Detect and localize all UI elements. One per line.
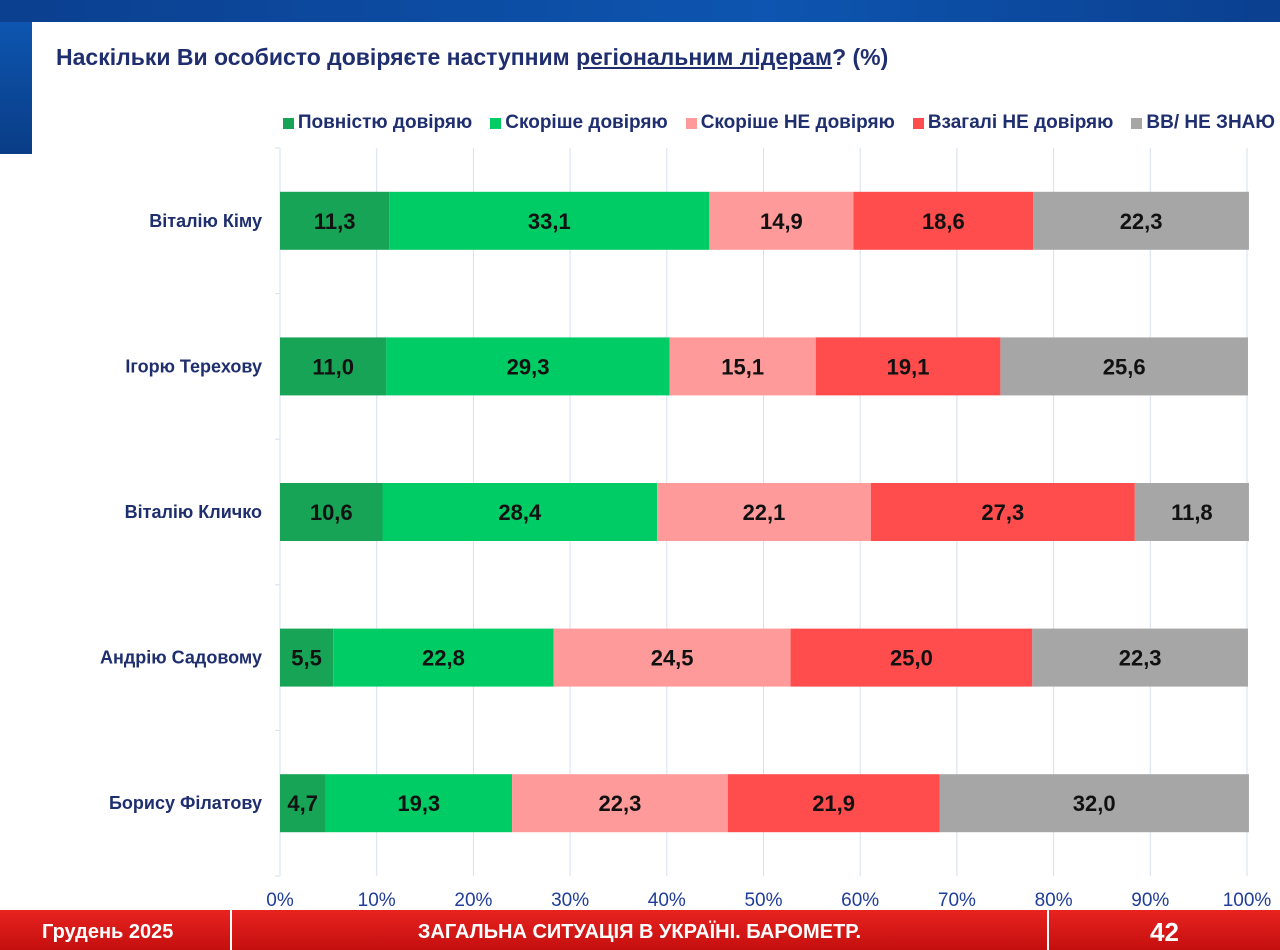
data-label: 19,1 (887, 354, 930, 379)
bar-segment (386, 337, 670, 396)
bar-segment (280, 337, 387, 396)
legend-item: Взагалі НЕ довіряю (912, 112, 1114, 134)
x-tick-label: 60% (841, 890, 879, 910)
category-label: Ігорю Терехову (125, 356, 262, 376)
legend-item: Скоріше довіряю (490, 112, 668, 134)
category-label: Андрію Садовому (100, 648, 262, 668)
data-label: 11,0 (312, 354, 354, 379)
category-label: Віталію Кличко (125, 502, 262, 522)
bar-segment (790, 628, 1033, 687)
data-label: 11,8 (1171, 500, 1213, 525)
data-label: 14,9 (760, 209, 803, 234)
legend-item: ВВ/ НЕ ЗНАЮ (1131, 112, 1275, 134)
data-label: 15,1 (721, 354, 764, 379)
title-prefix: Наскільки Ви особисто довіряєте наступни… (56, 44, 577, 70)
data-label: 25,6 (1103, 354, 1146, 379)
footer-bar: Грудень 2025 ЗАГАЛЬНА СИТУАЦІЯ В УКРАЇНІ… (0, 910, 1280, 950)
footer-divider (230, 910, 232, 950)
bar-segment (709, 191, 854, 250)
legend-item: Скоріше НЕ довіряю (685, 112, 895, 134)
bar-segment (389, 191, 710, 250)
bar-segment (280, 628, 334, 687)
data-label: 4,7 (287, 791, 318, 816)
stacked-bar-chart: 0% 10% 20% 30% 40% 50% 60% 70% 80% 90% 100% Віталію… (100, 147, 1272, 910)
legend-label: Взагалі НЕ довіряю (927, 112, 1114, 133)
data-label: 24,5 (651, 646, 694, 671)
data-label: 29,3 (507, 354, 550, 379)
bar-segment (815, 337, 1001, 396)
bar-segment (553, 628, 791, 687)
legend-swatch (685, 117, 697, 129)
x-tick-label: 20% (454, 890, 492, 910)
x-tick-label: 30% (551, 890, 589, 910)
x-tick-label: 90% (1131, 890, 1169, 910)
data-label: 25,0 (890, 646, 933, 671)
footer-date: Грудень 2025 (42, 921, 174, 943)
bar-segment (382, 483, 658, 541)
data-label: 27,3 (981, 500, 1024, 525)
legend-swatch (282, 117, 294, 129)
bar-segment (1033, 191, 1249, 250)
data-label: 22,3 (1120, 209, 1163, 234)
legend-label: Скоріше довіряю (505, 112, 668, 133)
x-tick-label: 100% (1223, 890, 1272, 910)
data-label: 32,0 (1073, 791, 1116, 816)
data-label: 22,3 (598, 791, 641, 816)
legend-label: ВВ/ НЕ ЗНАЮ (1146, 112, 1275, 133)
data-label: 11,3 (314, 209, 356, 234)
page-title: Наскільки Ви особисто довіряєте наступни… (56, 44, 1236, 71)
x-tick-label: 0% (266, 890, 294, 910)
data-label: 22,3 (1119, 646, 1162, 671)
bar-segment (870, 483, 1135, 541)
x-tick-label: 70% (938, 890, 976, 910)
left-accent-bar (0, 22, 32, 154)
bar-segment (1032, 628, 1248, 687)
page-number: 42 (1150, 917, 1179, 947)
data-label: 28,4 (498, 500, 542, 525)
data-label: 5,5 (291, 646, 322, 671)
data-label: 10,6 (310, 500, 353, 525)
footer-title: ЗАГАЛЬНА СИТУАЦІЯ В УКРАЇНІ. БАРОМЕТР. (417, 921, 862, 943)
x-tick-label: 50% (744, 890, 782, 910)
bar-segment (280, 774, 326, 833)
legend-swatch (912, 117, 924, 129)
category-label: Віталію Кіму (149, 211, 262, 231)
top-band (0, 0, 1280, 22)
legend-item: Повністю довіряю (282, 112, 473, 134)
legend-label: Повністю довіряю (297, 112, 473, 133)
data-label: 21,9 (812, 791, 855, 816)
bar-segment (853, 191, 1034, 250)
x-tick-label: 80% (1035, 890, 1073, 910)
bar-segment (280, 191, 390, 250)
bar-segment (1000, 337, 1248, 396)
title-underlined: регіональним лідерам (576, 44, 833, 70)
legend-label: Скоріше НЕ довіряю (700, 112, 895, 133)
bar-segment (939, 774, 1249, 833)
bar-segment (280, 483, 383, 541)
data-label: 22,8 (422, 646, 465, 671)
data-label: 19,3 (397, 791, 440, 816)
bar-segment (657, 483, 871, 541)
category-label: Борису Філатову (109, 793, 262, 813)
footer-divider (1047, 910, 1049, 950)
bar-segment (333, 628, 554, 687)
data-label: 33,1 (528, 209, 571, 234)
bar-segment (1134, 483, 1249, 541)
title-suffix: ? (%) (832, 44, 889, 70)
x-tick-label: 40% (648, 890, 686, 910)
bar-segment (512, 774, 728, 833)
bar-segment (325, 774, 513, 833)
data-label: 18,6 (922, 209, 965, 234)
x-tick-label: 10% (358, 890, 396, 910)
legend-swatch (490, 117, 502, 129)
chart-legend: Повністю довіряю Скоріше довіряю Скоріше Н… (0, 112, 1275, 134)
bar-segment (669, 337, 816, 396)
data-label: 22,1 (743, 500, 786, 525)
bar-segment (727, 774, 940, 833)
legend-swatch (1131, 117, 1143, 129)
